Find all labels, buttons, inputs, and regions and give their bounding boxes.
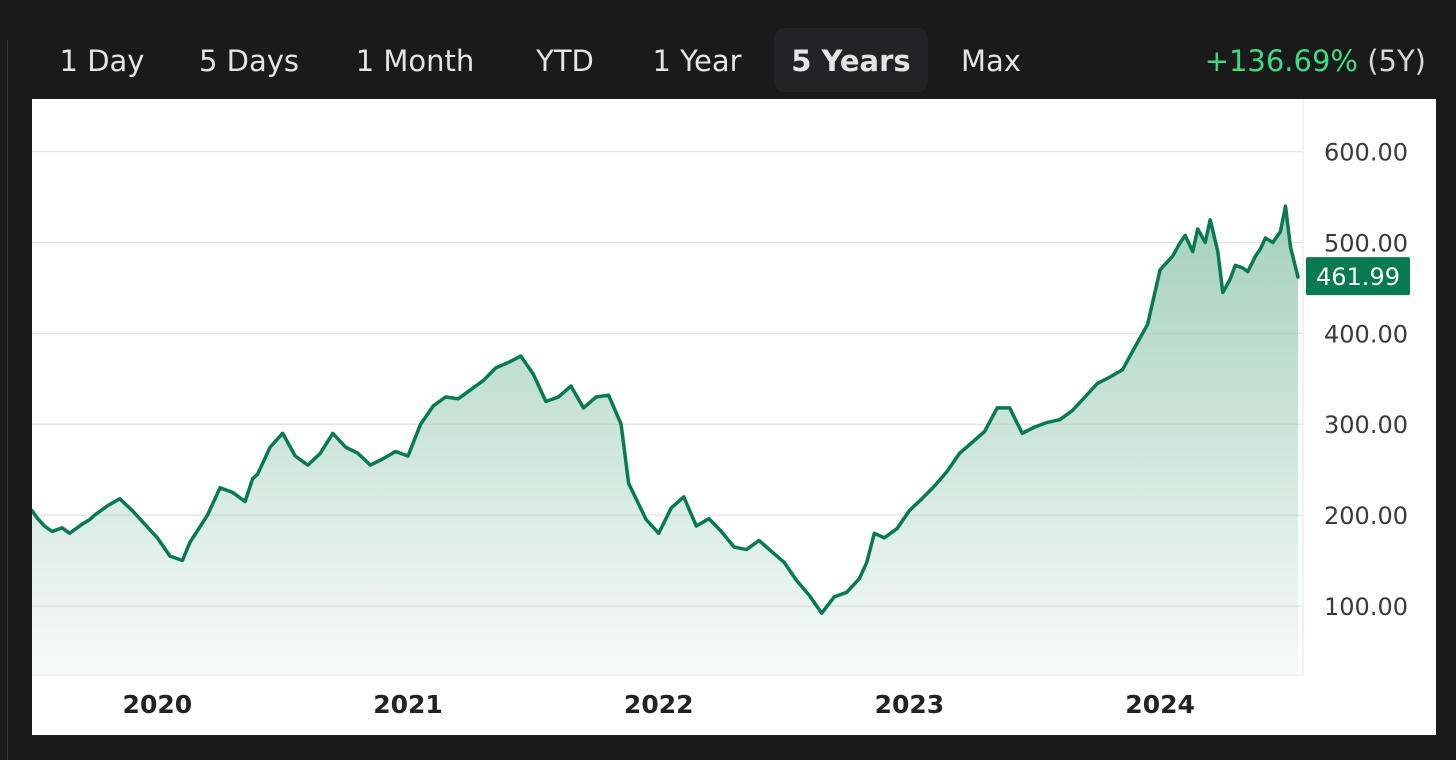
x-tick-label: 2023 xyxy=(875,690,945,719)
last-price-label: 461.99 xyxy=(1316,263,1400,291)
chart-panel[interactable]: 100.00 200.00 300.00 400.00 500.00 600.00 2020… xyxy=(32,99,1436,735)
y-tick-label: 100.00 xyxy=(1324,593,1408,621)
x-tick-label: 2024 xyxy=(1125,690,1195,719)
tab-5-years[interactable]: 5 Years xyxy=(774,28,928,92)
series-line xyxy=(32,204,1300,615)
price-chart[interactable]: 100.00 200.00 300.00 400.00 500.00 600.00 2020… xyxy=(32,99,1436,735)
tab-1-day[interactable]: 1 Day xyxy=(59,44,145,78)
x-tick-label: 2021 xyxy=(373,690,443,719)
y-tick-label: 200.00 xyxy=(1324,502,1408,530)
period-change: +136.69% (5Y) xyxy=(1205,28,1426,92)
x-tick-label: 2022 xyxy=(624,690,694,719)
timeframe-toolbar: 1 Day 5 Days 1 Month YTD 1 Year 5 Years … xyxy=(32,28,1432,92)
change-period: (5Y) xyxy=(1367,44,1426,78)
tab-max[interactable]: Max xyxy=(961,44,1021,78)
y-tick-label: 600.00 xyxy=(1324,139,1408,167)
tab-1-year[interactable]: 1 Year xyxy=(652,44,742,78)
tab-1-month[interactable]: 1 Month xyxy=(355,44,475,78)
x-tick-label: 2020 xyxy=(123,690,193,719)
series-area xyxy=(32,206,1298,675)
change-percent: +136.69% xyxy=(1204,44,1358,78)
tab-ytd[interactable]: YTD xyxy=(536,44,594,78)
y-tick-label: 500.00 xyxy=(1324,230,1408,258)
y-tick-label: 300.00 xyxy=(1324,411,1408,439)
divider xyxy=(7,40,8,760)
last-price-badge xyxy=(1306,257,1410,296)
y-tick-label: 400.00 xyxy=(1324,320,1408,348)
tab-5-days[interactable]: 5 Days xyxy=(198,44,300,78)
